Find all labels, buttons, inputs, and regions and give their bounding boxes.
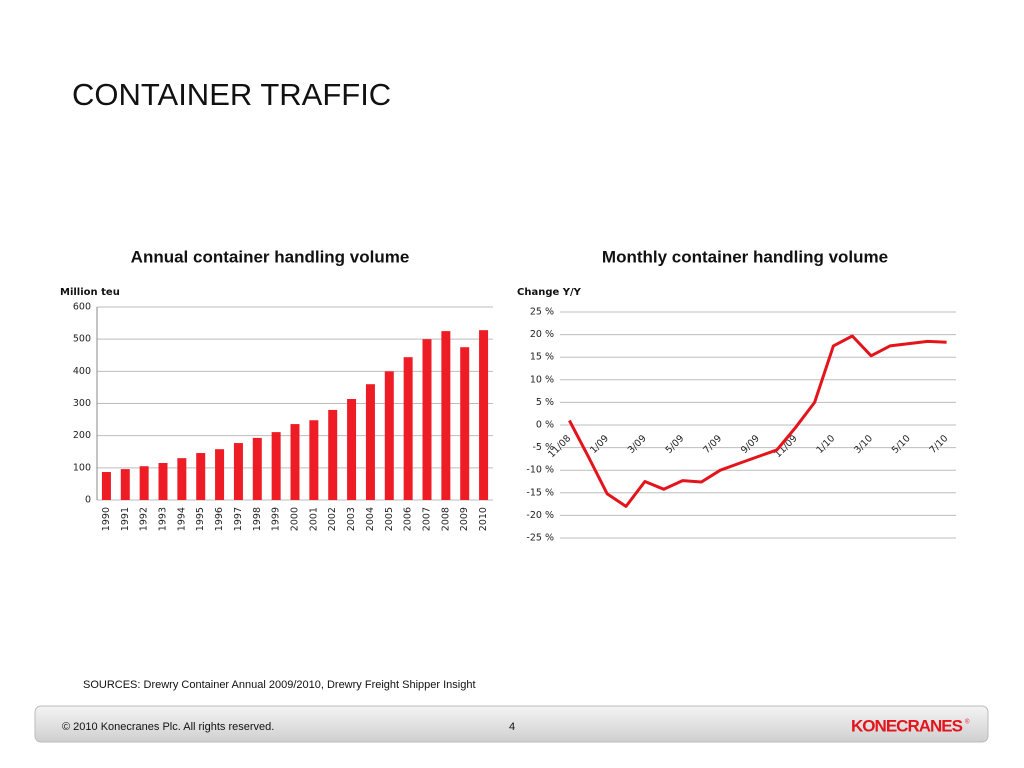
bar bbox=[403, 357, 413, 500]
y-tick-label: 200 bbox=[73, 430, 91, 441]
y-tick-label: -25 % bbox=[526, 533, 554, 544]
x-tick-label: 9/09 bbox=[739, 433, 762, 456]
x-tick-label: 1996 bbox=[214, 507, 225, 531]
y-tick-label: 15 % bbox=[530, 352, 554, 363]
x-tick-label: 2000 bbox=[290, 507, 301, 531]
bar bbox=[139, 466, 149, 500]
y-tick-label: -5 % bbox=[532, 442, 554, 453]
x-tick-label: 1/09 bbox=[588, 433, 611, 456]
bar bbox=[479, 330, 489, 500]
y-tick-label: 25 % bbox=[530, 307, 554, 318]
x-tick-label: 2010 bbox=[478, 507, 489, 531]
y-tick-label: 100 bbox=[73, 462, 91, 473]
x-tick-label: 7/09 bbox=[701, 433, 724, 456]
bar bbox=[271, 432, 281, 500]
x-tick-label: 3/09 bbox=[626, 433, 649, 456]
x-tick-label: 1/10 bbox=[814, 433, 837, 456]
bar bbox=[215, 449, 225, 500]
bar bbox=[328, 409, 338, 500]
x-tick-label: 3/10 bbox=[852, 433, 875, 456]
bar bbox=[384, 371, 394, 500]
x-tick-label: 5/09 bbox=[664, 433, 687, 456]
bar bbox=[177, 458, 187, 500]
bar bbox=[441, 331, 451, 500]
bar bbox=[460, 347, 470, 500]
bar bbox=[101, 472, 111, 500]
bar bbox=[365, 384, 375, 500]
y-tick-label: 0 % bbox=[536, 420, 554, 431]
x-tick-label: 1993 bbox=[158, 507, 169, 531]
x-tick-label: 7/10 bbox=[928, 433, 951, 456]
x-tick-label: 2002 bbox=[327, 507, 338, 531]
x-tick-label: 1990 bbox=[101, 507, 112, 531]
x-tick-label: 1994 bbox=[176, 507, 187, 531]
x-tick-label: 2005 bbox=[384, 507, 395, 531]
y-tick-label: -20 % bbox=[526, 510, 554, 521]
x-tick-label: 2006 bbox=[403, 507, 414, 531]
logo: KONECRANES bbox=[851, 716, 963, 735]
x-tick-label: 2007 bbox=[422, 507, 433, 531]
x-tick-label: 1991 bbox=[120, 507, 131, 531]
bar bbox=[120, 469, 130, 500]
bar bbox=[290, 424, 300, 500]
y-tick-label: 5 % bbox=[536, 397, 554, 408]
footer-text: © 2010 Konecranes Plc. All rights reserv… bbox=[62, 721, 274, 733]
y-axis-label: Million teu bbox=[60, 287, 120, 298]
y-tick-label: 20 % bbox=[530, 329, 554, 340]
chart-title: Monthly container handling volume bbox=[602, 247, 888, 266]
bar bbox=[347, 398, 357, 500]
bar bbox=[422, 339, 432, 500]
x-tick-label: 1992 bbox=[139, 507, 150, 531]
x-tick-label: 2003 bbox=[346, 507, 357, 531]
x-tick-label: 1998 bbox=[252, 507, 263, 531]
page-number: 4 bbox=[509, 721, 515, 733]
bar bbox=[233, 443, 243, 500]
y-tick-label: 300 bbox=[73, 398, 91, 409]
bar bbox=[196, 453, 206, 500]
x-tick-label: 1997 bbox=[233, 507, 244, 531]
y-axis-label: Change Y/Y bbox=[517, 287, 582, 298]
x-tick-label: 2008 bbox=[440, 507, 451, 531]
y-tick-label: -15 % bbox=[526, 487, 554, 498]
x-tick-label: 1995 bbox=[195, 507, 206, 531]
line bbox=[568, 334, 947, 508]
y-tick-label: 0 bbox=[85, 495, 91, 506]
footer-bar bbox=[34, 705, 989, 743]
sources: SOURCES: Drewry Container Annual 2009/20… bbox=[83, 679, 476, 691]
x-tick-label: 2004 bbox=[365, 507, 376, 531]
y-tick-label: -10 % bbox=[526, 465, 554, 476]
bar bbox=[158, 463, 168, 500]
chart-title: Annual container handling volume bbox=[131, 247, 410, 266]
y-tick-label: 500 bbox=[73, 334, 91, 345]
x-tick-label: 2009 bbox=[459, 507, 470, 531]
y-tick-label: 400 bbox=[73, 366, 91, 377]
x-tick-label: 1999 bbox=[271, 507, 282, 531]
bar bbox=[309, 420, 319, 500]
x-tick-label: 2001 bbox=[308, 507, 319, 531]
y-tick-label: 10 % bbox=[530, 374, 554, 385]
x-tick-label: 5/10 bbox=[890, 433, 913, 456]
bar bbox=[252, 437, 262, 500]
y-tick-label: 600 bbox=[73, 302, 91, 313]
logo-mark: ® bbox=[965, 719, 970, 726]
slide-title: CONTAINER TRAFFIC bbox=[72, 77, 391, 112]
